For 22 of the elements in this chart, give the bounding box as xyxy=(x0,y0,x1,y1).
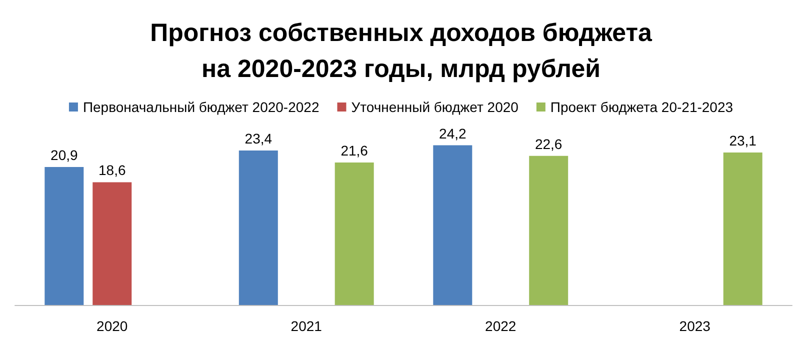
bar xyxy=(529,156,568,305)
bar xyxy=(334,162,374,305)
data-label: 21,6 xyxy=(340,142,368,158)
data-label: 18,6 xyxy=(98,162,126,178)
legend-label: Проект бюджета 20-21-2023 xyxy=(550,99,734,115)
x-tick-label: 2021 xyxy=(290,318,322,334)
data-label: 23,4 xyxy=(244,130,272,147)
bar xyxy=(44,167,84,305)
bar xyxy=(433,145,472,305)
x-tick-label: 2023 xyxy=(679,318,711,334)
bar xyxy=(238,150,278,305)
bar xyxy=(92,182,132,305)
legend-label: Уточненный бюджет 2020 xyxy=(351,99,519,115)
bar xyxy=(723,152,762,305)
x-tick-label: 2022 xyxy=(485,318,516,334)
data-label: 20,9 xyxy=(50,147,78,164)
x-tick-label: 2020 xyxy=(96,318,128,334)
legend-label: Первоначальный бюджет 2020-2022 xyxy=(82,99,320,115)
data-label: 23,1 xyxy=(729,132,757,149)
data-label: 22,6 xyxy=(534,136,562,152)
data-label: 24,2 xyxy=(439,125,466,142)
chart-title: Прогноз собственных доходов бюджета на 2020-2023 годы, млрд рублей xyxy=(150,19,653,83)
